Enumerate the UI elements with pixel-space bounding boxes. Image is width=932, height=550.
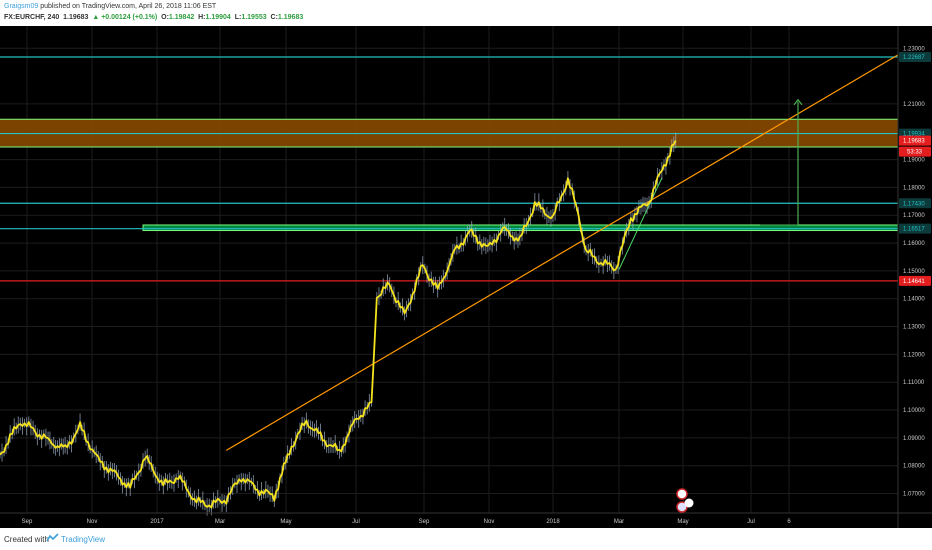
countdown-bg — [899, 146, 931, 157]
y-tick-label: 1.13000 — [903, 325, 925, 331]
author-link[interactable]: Graigsm09 — [4, 3, 39, 10]
chart-footer: Created with TradingView — [0, 528, 932, 550]
level-price-tag: 1.19934 — [903, 132, 925, 138]
price-line — [0, 140, 677, 509]
x-tick-label: Nov — [87, 519, 98, 525]
high-value: 1.19904 — [205, 14, 231, 21]
open-label: O: — [161, 14, 169, 21]
x-tick-label: Nov — [484, 519, 495, 525]
y-tick-label: 1.11000 — [903, 380, 925, 386]
short-trendline — [618, 177, 663, 270]
y-tick-label: 1.08000 — [903, 464, 925, 470]
publish-line: Graigsm09 published on TradingView.com, … — [4, 3, 216, 10]
y-tick-label: 1.23000 — [903, 46, 925, 52]
y-tick-label: 1.10000 — [903, 408, 925, 414]
x-tick-label: May — [677, 519, 688, 525]
x-tick-label: Mar — [215, 519, 225, 525]
close-value: 1.19683 — [277, 14, 304, 21]
y-tick-label: 1.12000 — [903, 352, 925, 358]
target-arrow-head — [793, 98, 803, 106]
tradingview-logo-icon — [46, 533, 59, 542]
level-price-tag: 1.22687 — [903, 55, 925, 61]
high-label: H: — [198, 14, 206, 21]
change-value: ▲ +0.00124 (+0.1%) — [92, 14, 158, 21]
publish-info: published on TradingView.com, April 26, … — [40, 3, 217, 10]
level-price-tag: 1.17430 — [903, 201, 925, 207]
symbol-label: FX:EURCHF, 240 — [4, 14, 60, 21]
x-tick-label: Jul — [352, 519, 360, 525]
y-tick-label: 1.17000 — [903, 213, 925, 219]
x-tick-label: Mar — [614, 519, 624, 525]
chart-area[interactable]: 1.23000 1.21000 1.19000 1.18000 1.17000 1.160… — [0, 26, 932, 528]
level-price-tag-bg — [899, 275, 931, 286]
ohlc-line: FX:EURCHF, 240 1.19683 ▲ +0.00124 (+0.1%… — [4, 14, 303, 21]
y-tick-label: 1.18000 — [903, 185, 925, 191]
tradingview-brand-link[interactable]: TradingView — [61, 535, 106, 544]
created-with-label: Created with — [4, 535, 49, 544]
x-tick-label: Sep — [22, 519, 33, 525]
y-tick-label: 1.16000 — [903, 241, 925, 247]
open-value: 1.19842 — [168, 14, 195, 21]
x-tick-label: May — [280, 519, 291, 525]
close-label: C: — [270, 14, 278, 21]
countdown-label: 53:33 — [907, 150, 923, 156]
x-tick-label: 6 — [787, 519, 791, 525]
level-price-tag-bg — [899, 198, 931, 209]
level-price-tag-bg — [899, 223, 931, 234]
y-tick-label: 1.07000 — [903, 492, 925, 498]
trendline — [226, 54, 899, 451]
y-tick-label: 1.21000 — [903, 102, 925, 108]
support-zone — [142, 224, 899, 232]
x-tick-label: Sep — [419, 519, 430, 525]
low-value: 1.19553 — [241, 14, 267, 21]
x-tick-label: Jul — [747, 519, 755, 525]
chart-header: Graigsm09 published on TradingView.com, … — [0, 0, 932, 26]
price-chart[interactable]: 1.23000 1.21000 1.19000 1.18000 1.17000 1.160… — [0, 26, 932, 528]
y-tick-label: 1.19000 — [903, 158, 925, 164]
y-tick-label: 1.09000 — [903, 436, 925, 442]
current-price-tag-bg — [899, 135, 931, 146]
current-price-tag: 1.19683 — [903, 139, 925, 145]
level-price-tag-bg — [899, 51, 931, 62]
event-count-badge[interactable] — [684, 498, 694, 508]
low-label: L: — [234, 14, 242, 21]
y-tick-label: 1.15000 — [903, 269, 925, 275]
x-tick-label: 2018 — [546, 519, 560, 525]
event-marker-icon[interactable] — [676, 488, 688, 500]
x-tick-label: 2017 — [150, 519, 164, 525]
level-price-tag: 1.16517 — [903, 227, 925, 233]
level-price-tag: 1.14641 — [903, 279, 925, 285]
last-price: 1.19683 — [63, 14, 89, 21]
y-tick-label: 1.14000 — [903, 297, 925, 303]
